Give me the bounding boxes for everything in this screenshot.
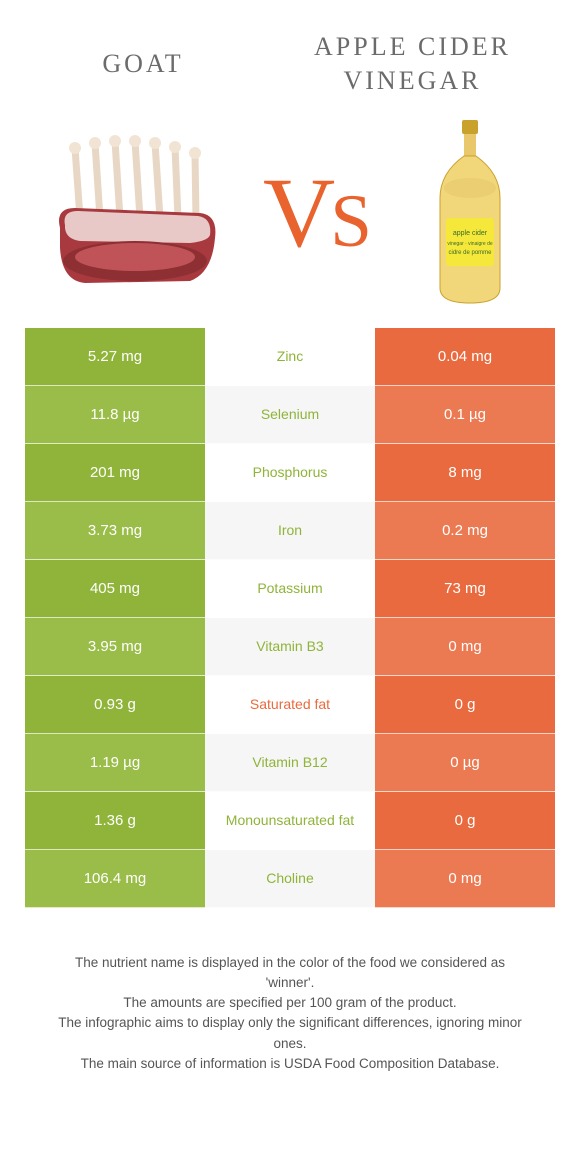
left-value-cell: 1.36 g — [25, 792, 205, 850]
right-value-cell: 0.04 mg — [375, 328, 555, 386]
vinegar-bottle-icon: apple cider vinegar · vinaigre de cidre … — [430, 118, 510, 308]
vs-label: VS — [263, 155, 367, 270]
table-row: 1.36 gMonounsaturated fat0 g — [25, 792, 555, 850]
nutrient-label-cell: Monounsaturated fat — [205, 792, 375, 850]
footnote-line: The main source of information is USDA F… — [55, 1054, 525, 1074]
table-row: 5.27 mgZinc0.04 mg — [25, 328, 555, 386]
right-value-cell: 0 mg — [375, 850, 555, 908]
left-value-cell: 405 mg — [25, 560, 205, 618]
right-value-cell: 8 mg — [375, 444, 555, 502]
nutrient-table: 5.27 mgZinc0.04 mg11.8 µgSelenium0.1 µg2… — [25, 328, 555, 908]
left-value-cell: 5.27 mg — [25, 328, 205, 386]
table-row: 405 mgPotassium73 mg — [25, 560, 555, 618]
nutrient-label-cell: Potassium — [205, 560, 375, 618]
right-food-title: APPLE CIDER VINEGAR — [290, 30, 535, 98]
left-value-cell: 3.95 mg — [25, 618, 205, 676]
left-value-cell: 1.19 µg — [25, 734, 205, 792]
footnotes: The nutrient name is displayed in the co… — [25, 908, 555, 1075]
table-row: 0.93 gSaturated fat0 g — [25, 676, 555, 734]
footnote-line: The infographic aims to display only the… — [55, 1013, 525, 1054]
table-row: 1.19 µgVitamin B120 µg — [25, 734, 555, 792]
images-row: VS apple cider vinegar · vinaigre de cid… — [25, 108, 555, 328]
nutrient-label-cell: Vitamin B12 — [205, 734, 375, 792]
nutrient-label-cell: Saturated fat — [205, 676, 375, 734]
footnote-line: The amounts are specified per 100 gram o… — [55, 993, 525, 1013]
right-food-image: apple cider vinegar · vinaigre de cidre … — [400, 128, 540, 298]
nutrient-label-cell: Iron — [205, 502, 375, 560]
left-value-cell: 201 mg — [25, 444, 205, 502]
vs-s: S — [330, 179, 367, 265]
right-value-cell: 0.2 mg — [375, 502, 555, 560]
right-value-cell: 0 µg — [375, 734, 555, 792]
table-row: 11.8 µgSelenium0.1 µg — [25, 386, 555, 444]
right-value-cell: 0 g — [375, 676, 555, 734]
nutrient-label-cell: Selenium — [205, 386, 375, 444]
table-row: 106.4 mgCholine0 mg — [25, 850, 555, 908]
left-food-title: GOAT — [45, 47, 241, 81]
svg-text:cidre de pomme: cidre de pomme — [448, 250, 492, 256]
goat-meat-icon — [40, 133, 230, 293]
table-row: 3.95 mgVitamin B30 mg — [25, 618, 555, 676]
nutrient-label-cell: Choline — [205, 850, 375, 908]
infographic-container: GOAT APPLE CIDER VINEGAR — [0, 0, 580, 1074]
nutrient-label-cell: Phosphorus — [205, 444, 375, 502]
svg-text:vinegar · vinaigre de: vinegar · vinaigre de — [447, 241, 493, 247]
left-value-cell: 0.93 g — [25, 676, 205, 734]
left-value-cell: 3.73 mg — [25, 502, 205, 560]
footnote-line: The nutrient name is displayed in the co… — [55, 953, 525, 994]
header-row: GOAT APPLE CIDER VINEGAR — [25, 0, 555, 108]
right-value-cell: 73 mg — [375, 560, 555, 618]
left-value-cell: 11.8 µg — [25, 386, 205, 444]
svg-text:apple cider: apple cider — [453, 230, 488, 237]
right-value-cell: 0 mg — [375, 618, 555, 676]
nutrient-label-cell: Zinc — [205, 328, 375, 386]
left-value-cell: 106.4 mg — [25, 850, 205, 908]
vs-v: V — [263, 155, 330, 270]
nutrient-label-cell: Vitamin B3 — [205, 618, 375, 676]
right-value-cell: 0.1 µg — [375, 386, 555, 444]
table-row: 201 mgPhosphorus8 mg — [25, 444, 555, 502]
left-food-image — [40, 128, 230, 298]
table-row: 3.73 mgIron0.2 mg — [25, 502, 555, 560]
right-value-cell: 0 g — [375, 792, 555, 850]
